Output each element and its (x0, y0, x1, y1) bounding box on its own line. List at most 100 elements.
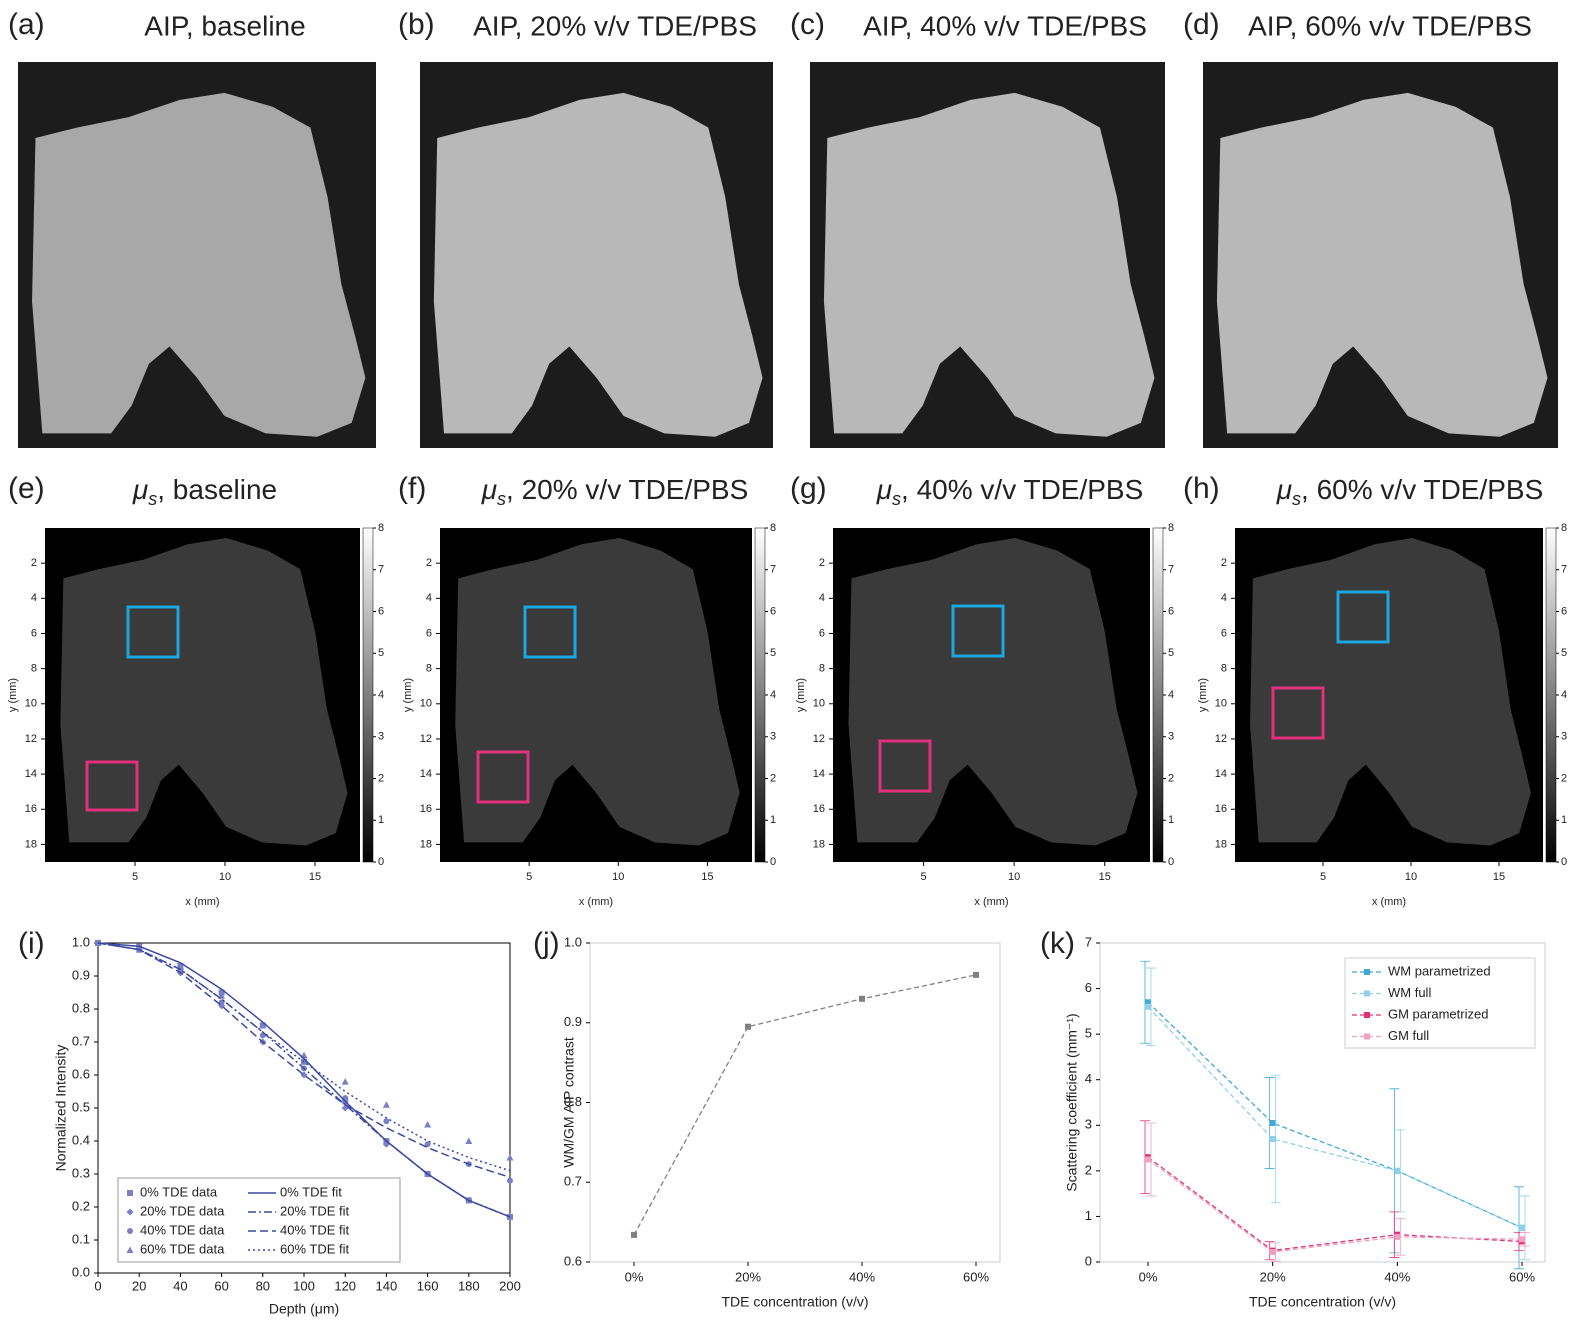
colorbar (754, 527, 766, 863)
colorbar-tick-label: 2 (770, 772, 776, 784)
colorbar-tick-label: 0 (378, 856, 384, 868)
colorbar-tick-label: 3 (1561, 731, 1567, 743)
y-tick-label: 8 (31, 663, 37, 675)
legend-marker (1364, 969, 1370, 975)
title-text: , 20% v/v TDE/PBS (506, 474, 748, 505)
y-tick-label: 12 (420, 733, 432, 745)
panel-label: (a) (8, 8, 45, 41)
y-axis-label: y (mm) (795, 678, 807, 712)
y-tick-label: 0.1 (72, 1231, 90, 1246)
colorbar-tick-label: 1 (378, 814, 384, 826)
x-axis-label: x (mm) (1372, 896, 1406, 908)
panel-label: (b) (398, 8, 435, 41)
x-axis-label: x (mm) (974, 896, 1008, 908)
data-point (507, 1177, 513, 1184)
y-tick-label: 2 (426, 557, 432, 569)
legend-marker (127, 1228, 133, 1234)
panel-title: μs, 60% v/v TDE/PBS (1276, 474, 1544, 508)
x-axis-label: x (mm) (579, 896, 613, 908)
colorbar-tick-label: 0 (1168, 856, 1174, 868)
title-subscript: s (497, 489, 506, 509)
x-tick-label: 60% (1509, 1269, 1535, 1284)
y-tick-label: 4 (1221, 592, 1227, 604)
y-tick-label: 12 (25, 733, 37, 745)
y-tick-label: 0.8 (72, 1000, 90, 1015)
panel-label: (g) (790, 472, 827, 505)
y-tick-label: 4 (819, 592, 825, 604)
panel-title: AIP, 40% v/v TDE/PBS (863, 10, 1147, 41)
colorbar-tick-label: 3 (378, 731, 384, 743)
title-subscript: s (892, 489, 901, 509)
y-tick-label: 6 (1085, 980, 1092, 995)
y-tick-label: 18 (813, 838, 825, 850)
legend-box (1344, 957, 1536, 1049)
data-point (1145, 999, 1151, 1006)
y-tick-label: 16 (420, 803, 432, 815)
x-tick-label: 5 (526, 871, 532, 883)
y-tick-label: 6 (819, 627, 825, 639)
panel-title: μs, baseline (132, 474, 277, 508)
x-tick-label: 20% (735, 1269, 761, 1284)
data-point (465, 1137, 473, 1144)
x-tick-label: 120 (334, 1278, 356, 1293)
data-point (1145, 1156, 1151, 1163)
y-tick-label: 12 (1215, 733, 1227, 745)
x-axis-label: Depth (μm) (269, 1301, 339, 1317)
roi-box (1336, 590, 1390, 644)
colorbar-tick-label: 6 (1561, 605, 1567, 617)
y-tick-label: 2 (1085, 1162, 1092, 1177)
y-tick-label: 0.9 (564, 1014, 582, 1029)
y-tick-label: 18 (420, 838, 432, 850)
data-point (506, 1154, 514, 1161)
legend-label: WM full (1388, 985, 1431, 1000)
data-point (382, 1101, 390, 1108)
y-tick-label: 2 (31, 557, 37, 569)
series-line (633, 974, 977, 1236)
colorbar-tick-label: 5 (378, 647, 384, 659)
colorbar-tick-label: 8 (1561, 522, 1567, 534)
title-symbol: μ (876, 474, 892, 505)
x-tick-label: 20% (1260, 1269, 1286, 1284)
colorbar-tick-label: 2 (378, 772, 384, 784)
title-symbol: μ (481, 474, 497, 505)
colorbar-tick-label: 0 (770, 856, 776, 868)
y-tick-label: 0.2 (72, 1198, 90, 1213)
colorbar (1545, 527, 1557, 863)
y-axis-label: WM/GM AIP contrast (561, 1037, 577, 1168)
legend-label: 0% TDE data (140, 1184, 218, 1199)
colorbar-tick-label: 8 (378, 522, 384, 534)
x-tick-label: 140 (376, 1278, 398, 1293)
y-tick-label: 16 (25, 803, 37, 815)
colorbar-tick-label: 8 (1168, 522, 1174, 534)
y-tick-label: 3 (1085, 1117, 1092, 1132)
y-tick-label: 6 (1221, 627, 1227, 639)
colorbar-tick-label: 7 (1168, 564, 1174, 576)
colorbar-tick-label: 5 (1561, 647, 1567, 659)
y-axis-label: Normalized Intensity (53, 1045, 69, 1172)
legend-box (117, 1177, 401, 1263)
y-tick-label: 0 (1085, 1253, 1092, 1268)
y-tick-label: 18 (1215, 838, 1227, 850)
tissue (823, 92, 1155, 437)
y-tick-label: 4 (426, 592, 432, 604)
x-tick-label: 10 (1008, 871, 1020, 883)
x-tick-label: 40% (849, 1269, 875, 1284)
colorbar-tick-label: 3 (1168, 731, 1174, 743)
title-subscript: s (148, 489, 157, 509)
x-tick-label: 180 (458, 1278, 480, 1293)
y-tick-label: 6 (31, 627, 37, 639)
data-point (94, 939, 102, 946)
colorbar-tick-label: 5 (1168, 647, 1174, 659)
y-tick-label: 0.6 (72, 1066, 90, 1081)
legend-label: 0% TDE fit (280, 1184, 342, 1199)
x-tick-label: 200 (499, 1278, 521, 1293)
legend-label: 40% TDE fit (280, 1222, 350, 1237)
colorbar-tick-label: 2 (1561, 772, 1567, 784)
legend-marker (126, 1246, 134, 1253)
x-tick-label: 60 (214, 1278, 228, 1293)
data-point (1519, 1236, 1525, 1243)
roi-box (878, 739, 932, 793)
legend-label: 60% TDE fit (280, 1241, 350, 1256)
y-tick-label: 0.9 (72, 967, 90, 982)
colorbar-tick-label: 4 (1561, 689, 1567, 701)
